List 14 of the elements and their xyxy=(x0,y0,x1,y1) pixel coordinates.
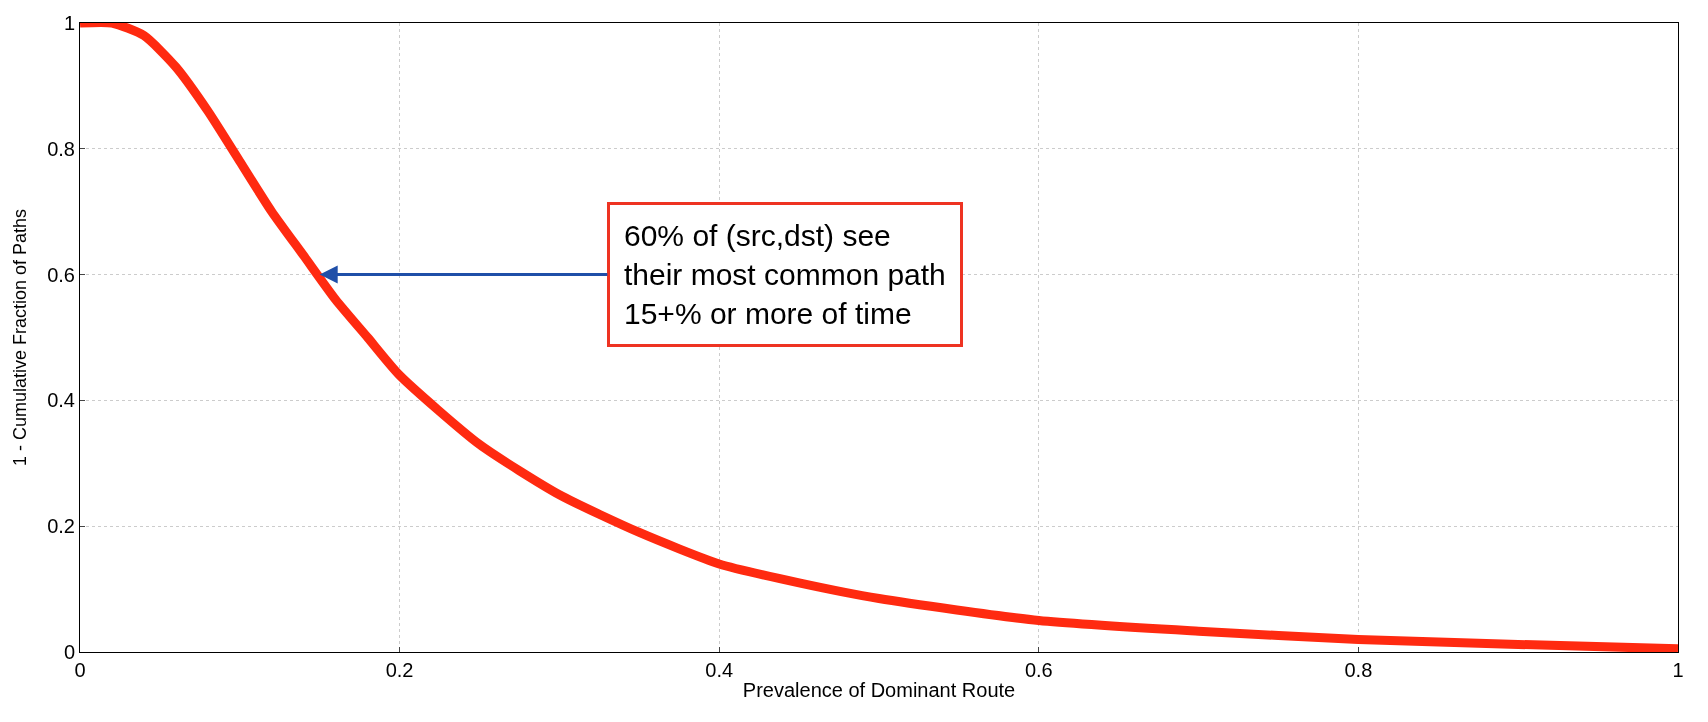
y-tick-label: 0.6 xyxy=(47,263,75,286)
x-axis-title: Prevalence of Dominant Route xyxy=(742,678,1016,701)
y-tick-label: 0.8 xyxy=(47,137,75,160)
y-tick-label: 1 xyxy=(63,12,75,34)
x-tick-label: 0.6 xyxy=(1024,659,1053,681)
x-tick-label: 0.8 xyxy=(1344,659,1373,681)
y-axis-title: 1 - Cumulative Fraction of Paths xyxy=(10,208,31,467)
x-tick-label: 1 xyxy=(1672,659,1684,681)
y-tick-label: 0 xyxy=(63,641,75,663)
annotation: 60% of (src,dst) see their most common path 15+% or more of time xyxy=(624,219,946,330)
x-tick-label: 0.4 xyxy=(705,659,734,681)
x-tick-label: 0.2 xyxy=(385,659,414,681)
y-tick-label: 0.4 xyxy=(47,389,75,412)
y-tick-label: 0.2 xyxy=(47,515,75,538)
